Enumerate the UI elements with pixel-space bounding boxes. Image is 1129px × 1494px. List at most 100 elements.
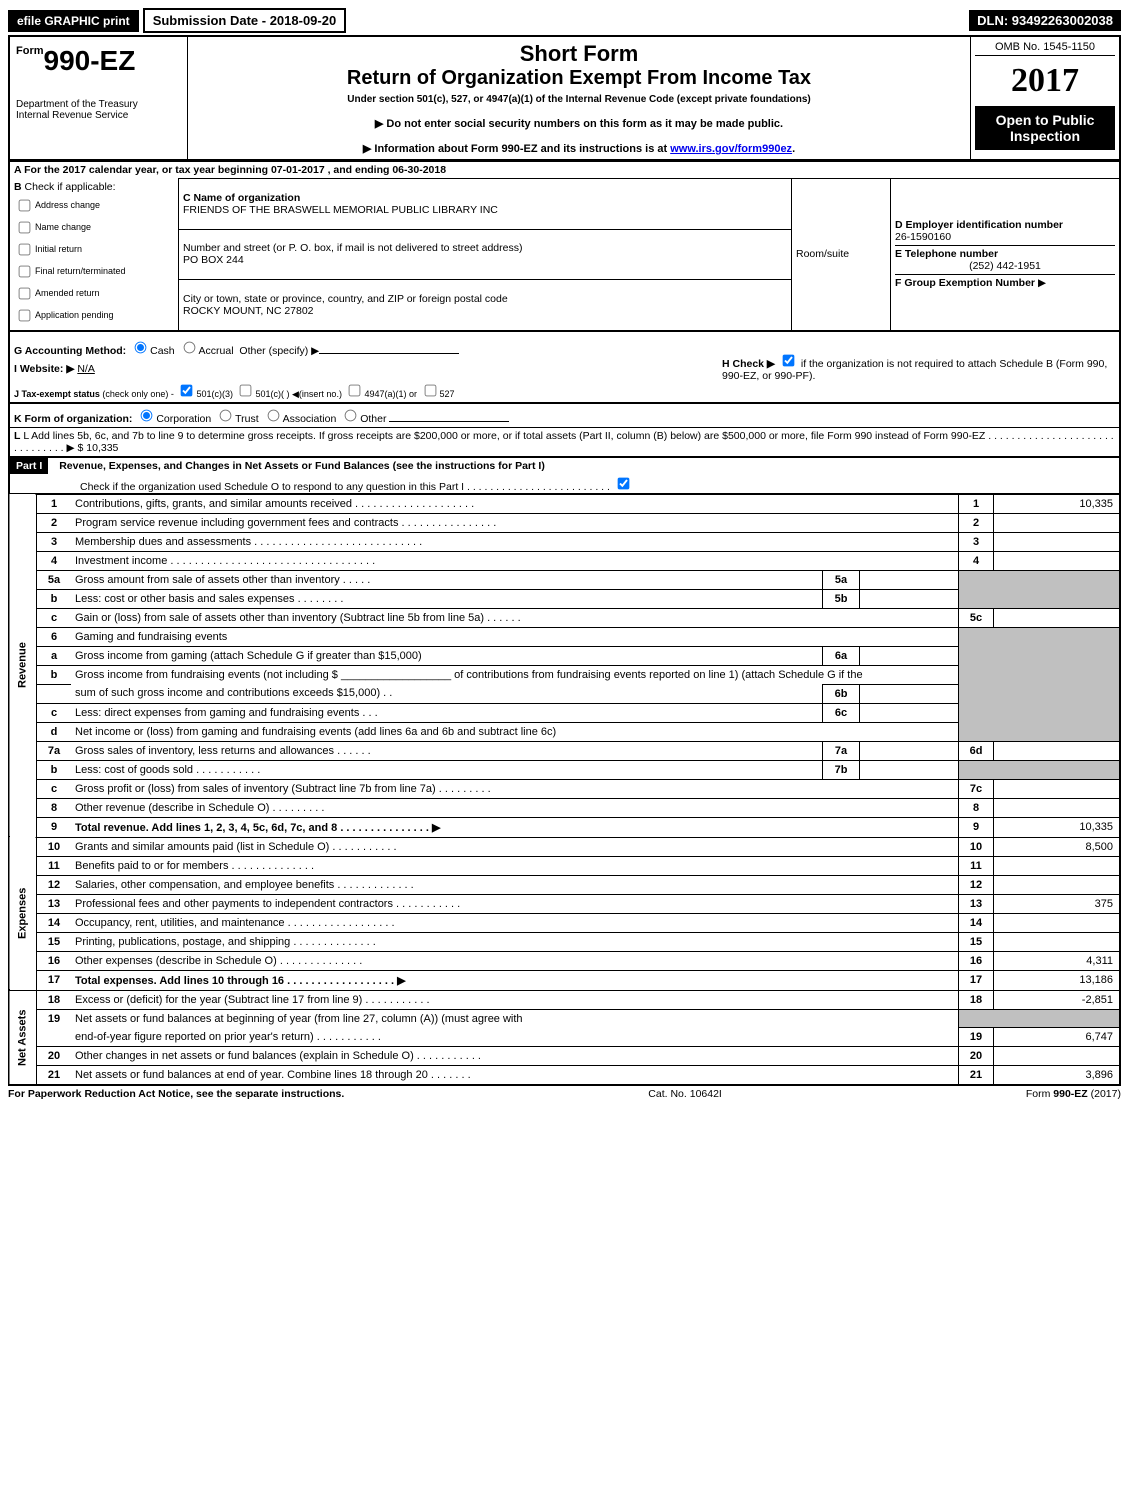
line-6c-desc: Less: direct expenses from gaming and fu… xyxy=(71,703,823,722)
line-7c-desc: Gross profit or (loss) from sales of inv… xyxy=(71,779,959,798)
line-16-desc: Other expenses (describe in Schedule O) … xyxy=(71,951,959,970)
line-18-num: 18 xyxy=(37,990,72,1009)
line-13-num: 13 xyxy=(37,894,72,913)
section-f-label: F Group Exemption Number xyxy=(895,277,1035,289)
footer-left: For Paperwork Reduction Act Notice, see … xyxy=(8,1088,344,1100)
line-3-rn: 3 xyxy=(959,532,994,551)
h-checkbox[interactable] xyxy=(783,355,795,367)
line-6b-sn: 6b xyxy=(823,684,860,703)
addr-change-checkbox[interactable] xyxy=(19,199,31,211)
addr-change-label: Address change xyxy=(35,199,100,209)
line-7b-num: b xyxy=(37,760,72,779)
accrual-radio[interactable] xyxy=(183,341,195,353)
j-501c3-checkbox[interactable] xyxy=(181,384,193,396)
name-change-checkbox[interactable] xyxy=(19,221,31,233)
line-3-desc: Membership dues and assessments . . . . … xyxy=(71,532,959,551)
line-6a-subval xyxy=(860,646,959,665)
line-14-num: 14 xyxy=(37,913,72,932)
line-2-desc: Program service revenue including govern… xyxy=(71,513,959,532)
cash-radio[interactable] xyxy=(135,341,147,353)
name-change-row[interactable]: Name change xyxy=(14,218,174,237)
room-suite-label: Room/suite xyxy=(796,248,849,260)
initial-return-row[interactable]: Initial return xyxy=(14,240,174,259)
org-name: FRIENDS OF THE BRASWELL MEMORIAL PUBLIC … xyxy=(183,204,498,216)
f-arrow-icon: ▶ xyxy=(1038,277,1046,289)
line-6c-sn: 6c xyxy=(823,703,860,722)
initial-return-checkbox[interactable] xyxy=(19,243,31,255)
line-5a-subval xyxy=(860,570,959,589)
line-9-rn: 9 xyxy=(959,817,994,837)
line-6d-desc: Net income or (loss) from gaming and fun… xyxy=(71,722,959,741)
line-20-num: 20 xyxy=(37,1047,72,1066)
section-a-label: A For the 2017 calendar year, or tax yea… xyxy=(14,164,325,176)
corp-radio[interactable] xyxy=(141,409,153,421)
line-5b-sn: 5b xyxy=(823,589,860,608)
line-4-desc: Investment income . . . . . . . . . . . … xyxy=(71,551,959,570)
other-label: Other xyxy=(360,413,386,425)
irs-link[interactable]: www.irs.gov/form990ez xyxy=(670,143,792,155)
line-19-num: 19 xyxy=(37,1009,72,1028)
section-l-text: L Add lines 5b, 6c, and 7b to line 9 to … xyxy=(14,430,1114,454)
line-6b2-desc: sum of such gross income and contributio… xyxy=(71,684,823,703)
j-527-label: 527 xyxy=(440,389,455,399)
gray-7 xyxy=(959,760,1121,779)
line-5c-num: c xyxy=(37,608,72,627)
line-17-num: 17 xyxy=(37,970,72,990)
line-2-num: 2 xyxy=(37,513,72,532)
app-pending-row[interactable]: Application pending xyxy=(14,306,174,325)
addr-change-row[interactable]: Address change xyxy=(14,196,174,215)
line-8-rn: 8 xyxy=(959,798,994,817)
j-4947-checkbox[interactable] xyxy=(349,384,361,396)
j-501c3-label: 501(c)(3) xyxy=(196,389,233,399)
line-11-rn: 11 xyxy=(959,856,994,875)
efile-print-button[interactable]: efile GRAPHIC print xyxy=(8,10,139,32)
other-radio[interactable] xyxy=(345,409,357,421)
j-501c-checkbox[interactable] xyxy=(240,384,252,396)
street-label: Number and street (or P. O. box, if mail… xyxy=(183,242,522,254)
line-19-amt: 6,747 xyxy=(994,1028,1121,1047)
line-6a-num: a xyxy=(37,646,72,665)
line-1-amt: 10,335 xyxy=(994,494,1121,513)
part-i-label: Part I xyxy=(10,458,48,474)
form-prefix: Form xyxy=(16,45,44,57)
line-6b-desc: Gross income from fundraising events (no… xyxy=(71,665,959,684)
line-13-amt: 375 xyxy=(994,894,1121,913)
dln-box: DLN: 93492263002038 xyxy=(969,10,1121,31)
section-a-ending: , and ending 06-30-2018 xyxy=(328,164,446,176)
j-4947-label: 4947(a)(1) or xyxy=(364,389,417,399)
j-527-checkbox[interactable] xyxy=(424,384,436,396)
schedule-o-checkbox[interactable] xyxy=(618,477,630,489)
amended-return-row[interactable]: Amended return xyxy=(14,284,174,303)
cash-label: Cash xyxy=(150,345,175,357)
section-k-l: K Form of organization: Corporation Trus… xyxy=(8,403,1121,457)
line-7c-num: c xyxy=(37,779,72,798)
amended-return-label: Amended return xyxy=(35,287,100,297)
line-20-rn: 20 xyxy=(959,1047,994,1066)
assoc-radio[interactable] xyxy=(267,409,279,421)
line-6d-rn: 6d xyxy=(959,741,994,760)
line-16-amt: 4,311 xyxy=(994,951,1121,970)
app-pending-checkbox[interactable] xyxy=(19,309,31,321)
line-16-num: 16 xyxy=(37,951,72,970)
info-notice: ▶ Information about Form 990-EZ and its … xyxy=(363,143,670,155)
part-i-title: Revenue, Expenses, and Changes in Net As… xyxy=(51,460,545,472)
line-10-desc: Grants and similar amounts paid (list in… xyxy=(71,837,959,856)
line-3-num: 3 xyxy=(37,532,72,551)
phone-value: (252) 442-1951 xyxy=(895,260,1115,272)
j-note: (check only one) - xyxy=(102,389,174,399)
final-return-row[interactable]: Final return/terminated xyxy=(14,262,174,281)
line-2-amt xyxy=(994,513,1121,532)
line-18-desc: Excess or (deficit) for the year (Subtra… xyxy=(71,990,959,1009)
trust-radio[interactable] xyxy=(220,409,232,421)
amended-return-checkbox[interactable] xyxy=(19,287,31,299)
line-6b2-num xyxy=(37,684,72,703)
line-15-rn: 15 xyxy=(959,932,994,951)
top-bar: efile GRAPHIC print Submission Date - 20… xyxy=(8,8,1121,33)
final-return-label: Final return/terminated xyxy=(35,265,126,275)
other-specify-label: Other (specify) ▶ xyxy=(239,345,319,357)
part-i-check-text: Check if the organization used Schedule … xyxy=(10,481,610,493)
line-13-rn: 13 xyxy=(959,894,994,913)
line-11-num: 11 xyxy=(37,856,72,875)
line-16-rn: 16 xyxy=(959,951,994,970)
final-return-checkbox[interactable] xyxy=(19,265,31,277)
